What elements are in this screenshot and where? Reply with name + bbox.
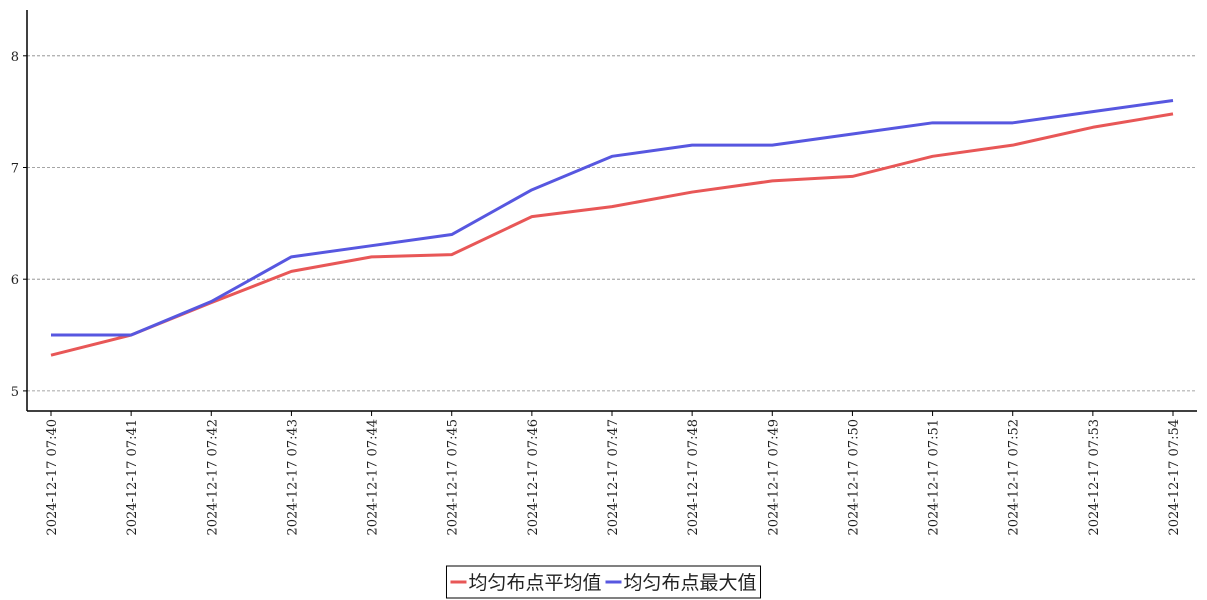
x-tick-label: 2024-12-17 07:42 xyxy=(205,419,220,536)
legend-label: 均匀布点平均值 xyxy=(468,572,601,594)
legend-label: 均匀布点最大值 xyxy=(624,572,757,594)
x-tick-label: 2024-12-17 07:48 xyxy=(686,419,701,536)
x-tick-label: 2024-12-17 07:46 xyxy=(526,419,541,536)
x-tick-label: 2024-12-17 07:47 xyxy=(606,419,621,536)
legend: 均匀布点平均值 均匀布点最大值 xyxy=(445,565,762,599)
x-tick-label: 2024-12-17 07:44 xyxy=(366,419,381,536)
y-tick-label: 7 xyxy=(11,161,19,176)
x-tick-label: 2024-12-17 07:52 xyxy=(1007,419,1022,536)
y-tick-label: 5 xyxy=(11,385,19,400)
data-line xyxy=(50,112,1174,357)
y-tick-label: 6 xyxy=(11,273,19,288)
x-tick-label: 2024-12-17 07:45 xyxy=(446,419,461,536)
x-tick-label: 2024-12-17 07:51 xyxy=(927,419,942,536)
data-line xyxy=(51,98,1174,337)
x-tick-label: 2024-12-17 07:43 xyxy=(285,419,300,536)
y-tick-label: 8 xyxy=(11,50,19,65)
x-tick-label: 2024-12-17 07:53 xyxy=(1087,419,1102,536)
x-tick-label: 2024-12-17 07:54 xyxy=(1167,419,1182,536)
x-tick-label: 2024-12-17 07:49 xyxy=(766,419,781,536)
x-tick-label: 2024-12-17 07:41 xyxy=(125,419,140,536)
x-tick-label: 2024-12-17 07:40 xyxy=(45,419,60,536)
x-tick-label: 2024-12-17 07:50 xyxy=(846,419,861,536)
legend-box xyxy=(445,565,762,599)
